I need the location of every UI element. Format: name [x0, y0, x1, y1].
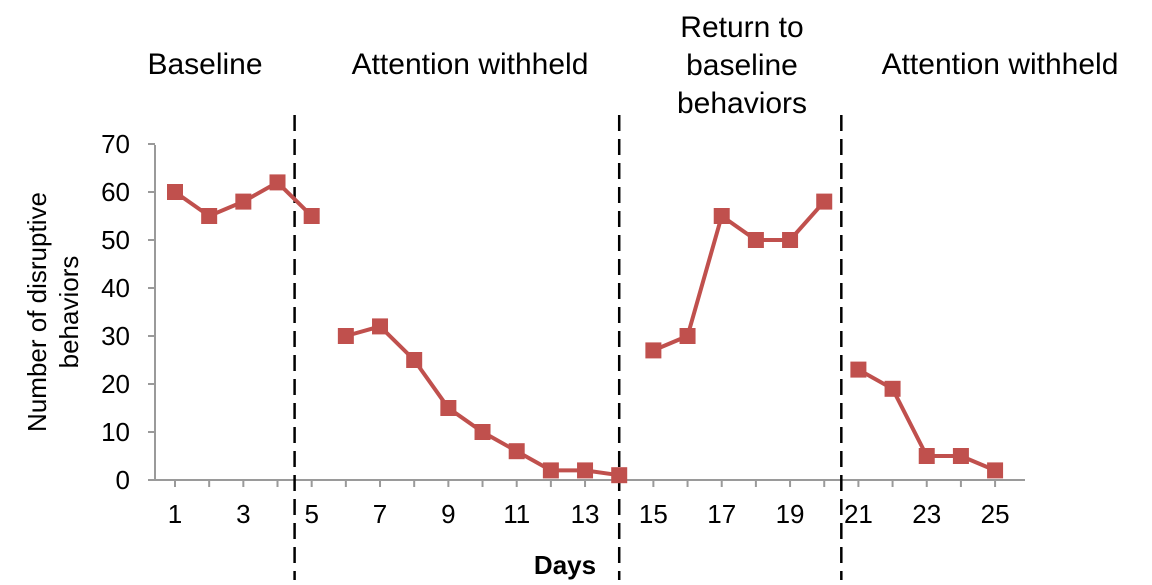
- axes: [154, 145, 1025, 481]
- y-axis-title-line: behaviors: [54, 256, 84, 369]
- phase-labels: Baseline Attention withheld Return to basel…: [147, 11, 1118, 120]
- y-tick-label: 70: [101, 129, 130, 159]
- data-point: [918, 448, 935, 464]
- y-tick-label: 50: [101, 225, 130, 255]
- data-point: [440, 400, 457, 416]
- x-tick-label: 17: [707, 499, 736, 529]
- x-tick-label: 13: [571, 499, 600, 529]
- data-point: [952, 448, 969, 464]
- y-axis-title-line: Number of disruptive: [22, 192, 52, 432]
- y-tick-label: 0: [116, 465, 130, 495]
- data-point: [337, 328, 354, 344]
- data-point: [269, 174, 286, 191]
- data-point: [850, 361, 867, 378]
- data-point: [611, 467, 628, 484]
- y-tick-label: 60: [101, 177, 130, 207]
- data-point: [645, 342, 662, 359]
- x-tick-label: 21: [844, 499, 873, 529]
- data-point: [577, 462, 594, 479]
- series-line: [345, 324, 620, 478]
- series-line: [652, 200, 826, 353]
- x-tick-label: 1: [168, 499, 182, 529]
- data-point: [542, 462, 559, 479]
- data-point: [713, 208, 730, 224]
- phase-label: Baseline: [147, 48, 262, 81]
- x-tick-label: 15: [639, 499, 668, 529]
- phase-label: behaviors: [677, 87, 807, 120]
- data-point: [987, 462, 1004, 479]
- data-point: [235, 193, 252, 210]
- data-point: [303, 208, 320, 224]
- x-axis-title: Days: [534, 550, 596, 580]
- x-tick-label: 19: [776, 499, 805, 529]
- phase-label: Attention withheld: [352, 48, 589, 81]
- data-point: [372, 318, 389, 335]
- data-point: [679, 328, 696, 344]
- phase-label: Attention withheld: [882, 48, 1119, 81]
- x-tick-label: 25: [981, 499, 1010, 529]
- y-axis-title: Number of disruptive behaviors: [22, 192, 84, 432]
- data-point: [474, 424, 491, 440]
- x-tick-label: 3: [236, 499, 250, 529]
- data-point: [201, 208, 218, 224]
- x-tick-label: 23: [912, 499, 941, 529]
- phase-lines: [293, 115, 843, 580]
- data-point: [167, 184, 183, 200]
- x-tick-label: 11: [503, 499, 530, 529]
- data-point: [406, 352, 423, 368]
- x-tick-label: 5: [304, 499, 318, 529]
- data-point: [816, 193, 833, 210]
- x-tick-label: 7: [373, 499, 387, 529]
- phase-label: Return to: [680, 11, 803, 44]
- x-ticks: 1 3 5 7 9 11 13 15 17 19 21 23 25: [168, 480, 1010, 529]
- y-tick-label: 30: [101, 321, 130, 351]
- y-ticks: 0 10 20 30 40 50 60 70: [101, 129, 155, 495]
- phase-label: baseline: [686, 49, 798, 82]
- data-point: [884, 380, 901, 397]
- data-point: [782, 232, 799, 248]
- x-tick-label: 9: [441, 499, 455, 529]
- series: [167, 174, 1004, 484]
- y-tick-label: 40: [101, 273, 130, 303]
- data-point: [508, 443, 525, 460]
- y-tick-label: 20: [101, 369, 130, 399]
- data-point: [747, 232, 764, 248]
- y-tick-label: 10: [101, 417, 130, 447]
